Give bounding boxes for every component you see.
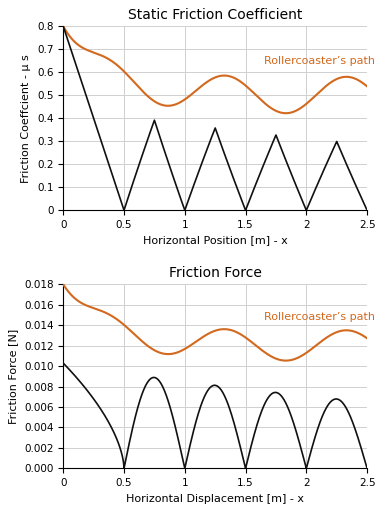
Title: Friction Force: Friction Force [169,266,262,281]
X-axis label: Horizontal Displacement [m] - x: Horizontal Displacement [m] - x [126,494,304,504]
Text: Rollercoaster’s path: Rollercoaster’s path [264,56,375,66]
Text: Rollercoaster’s path: Rollercoaster’s path [264,312,375,322]
Title: Static Friction Coefficient: Static Friction Coefficient [128,8,302,23]
Y-axis label: Friction Force [N]: Friction Force [N] [8,329,18,424]
Y-axis label: Friction Coeffcient - μ s: Friction Coeffcient - μ s [22,54,32,183]
X-axis label: Horizontal Position [m] - x: Horizontal Position [m] - x [143,236,288,246]
